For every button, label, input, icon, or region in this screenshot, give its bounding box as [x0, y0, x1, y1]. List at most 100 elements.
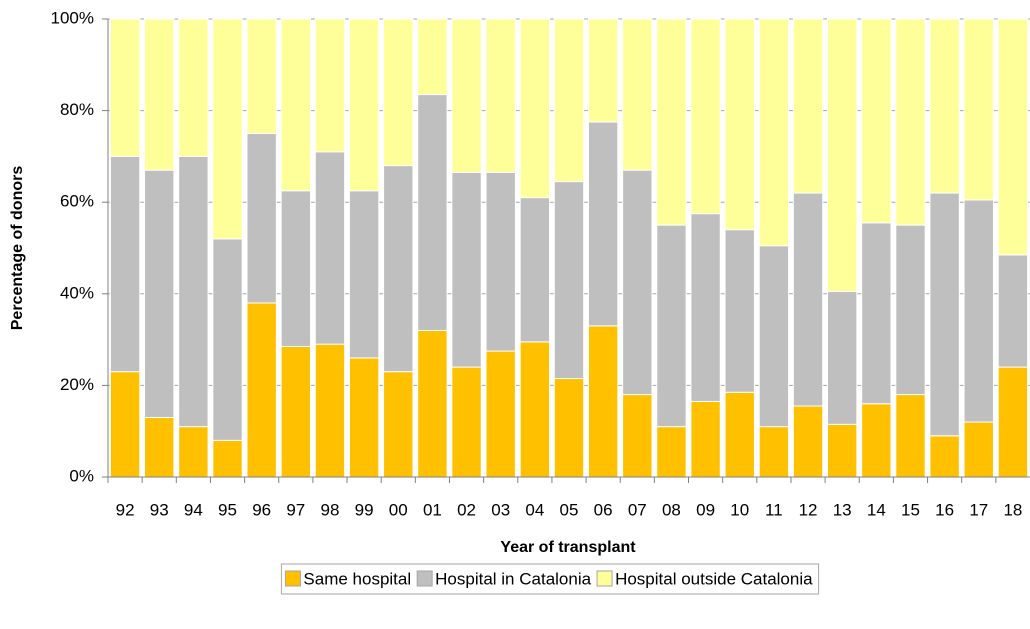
bar-segment	[587, 325, 619, 478]
bar-segment	[212, 439, 243, 478]
x-tick-label: 10	[730, 500, 749, 519]
bar-segment	[246, 302, 277, 478]
bar-segment	[997, 366, 1029, 478]
bar-segment	[553, 181, 585, 380]
bar-segment	[553, 378, 585, 478]
x-tick-label: 13	[833, 500, 852, 519]
y-tick-label: 80%	[60, 100, 94, 119]
x-tick-label: 07	[628, 500, 647, 519]
bar-segment	[246, 133, 277, 304]
bar-segment	[212, 18, 243, 240]
y-axis-title: Percentage of donors	[9, 166, 26, 331]
bar-segment	[417, 94, 448, 331]
x-tick-label: 15	[901, 500, 920, 519]
bar-segment	[827, 423, 858, 478]
bar-segment	[553, 18, 585, 183]
bar-segment	[417, 329, 448, 478]
x-tick-label: 17	[969, 500, 988, 519]
legend-label: Hospital outside Catalonia	[615, 569, 813, 588]
y-tick-label: 20%	[60, 375, 94, 394]
bar-segment	[144, 416, 175, 478]
bar-segment	[622, 394, 653, 478]
bar-segment	[724, 229, 755, 393]
bar-segment	[997, 18, 1029, 256]
x-tick-label: 16	[935, 500, 954, 519]
bar-segment	[929, 18, 960, 194]
bar-segment	[758, 245, 790, 428]
bar-segment	[656, 18, 687, 226]
y-tick-label: 40%	[60, 283, 94, 302]
bar-segment	[963, 199, 994, 423]
x-tick-label: 98	[321, 500, 340, 519]
x-tick-label: 09	[696, 500, 715, 519]
bar-segment	[622, 18, 653, 171]
bar-segment	[656, 426, 687, 478]
y-tick-label: 60%	[60, 192, 94, 211]
bar-segment	[451, 18, 482, 173]
bar-segment	[144, 169, 175, 418]
bar-segment	[861, 222, 892, 405]
x-tick-label: 12	[799, 500, 818, 519]
legend-box	[280, 563, 820, 595]
bar-segment	[827, 291, 858, 425]
bar-segment	[929, 435, 960, 478]
bar-segment	[348, 18, 380, 192]
x-tick-label: 06	[594, 500, 613, 519]
x-tick-label: 04	[525, 500, 544, 519]
bar-segment	[280, 190, 311, 347]
bar-segment	[246, 18, 277, 134]
x-tick-label: 97	[286, 500, 305, 519]
bar-segment	[178, 426, 209, 478]
bar-segment	[724, 391, 755, 478]
bar-segment	[587, 121, 619, 327]
bar-segment	[929, 192, 960, 437]
bar-segment	[690, 213, 721, 402]
bar-segment	[519, 197, 551, 343]
bar-segment	[383, 18, 414, 167]
x-tick-label: 00	[389, 500, 408, 519]
x-tick-label: 11	[765, 500, 783, 519]
bar-segment	[861, 18, 892, 224]
bar-segment	[451, 366, 482, 478]
x-tick-label: 99	[355, 500, 374, 519]
x-tick-label: 92	[116, 500, 135, 519]
bar-segment	[690, 400, 721, 478]
bar-segment	[758, 426, 790, 478]
bar-segment	[383, 371, 414, 478]
legend-label: Hospital in Catalonia	[435, 569, 591, 588]
bar-segment	[963, 18, 994, 201]
bar-segment	[861, 403, 892, 478]
bar-segment	[997, 254, 1029, 368]
bar-segment	[485, 18, 516, 173]
x-tick-label: 96	[252, 500, 271, 519]
x-tick-label: 94	[184, 500, 203, 519]
bar-segment	[314, 151, 346, 345]
legend-swatch	[284, 570, 301, 587]
x-tick-label: 01	[423, 500, 442, 519]
bar-segment	[758, 18, 790, 247]
y-tick-label: 100%	[51, 8, 94, 27]
y-tick-label: 0%	[69, 466, 94, 485]
bar-segment	[963, 421, 994, 478]
bar-segment	[895, 18, 926, 226]
x-tick-label: 08	[662, 500, 681, 519]
bar-segment	[451, 171, 482, 368]
bar-segment	[895, 394, 926, 478]
bar-segment	[109, 371, 141, 478]
bar-segment	[895, 224, 926, 396]
bar-segment	[724, 18, 755, 231]
bar-segment	[792, 18, 824, 194]
bar-segment	[280, 345, 311, 478]
bar-segment	[587, 18, 619, 123]
x-tick-label: 95	[218, 500, 237, 519]
bar-segment	[314, 18, 346, 153]
bar-segment	[690, 18, 721, 215]
bar-segment	[109, 155, 141, 373]
x-tick-label: 03	[491, 500, 510, 519]
bar-segment	[314, 343, 346, 478]
bar-segment	[144, 18, 175, 171]
bar-segment	[348, 190, 380, 359]
bar-segment	[383, 165, 414, 373]
bar-segment	[178, 18, 209, 157]
